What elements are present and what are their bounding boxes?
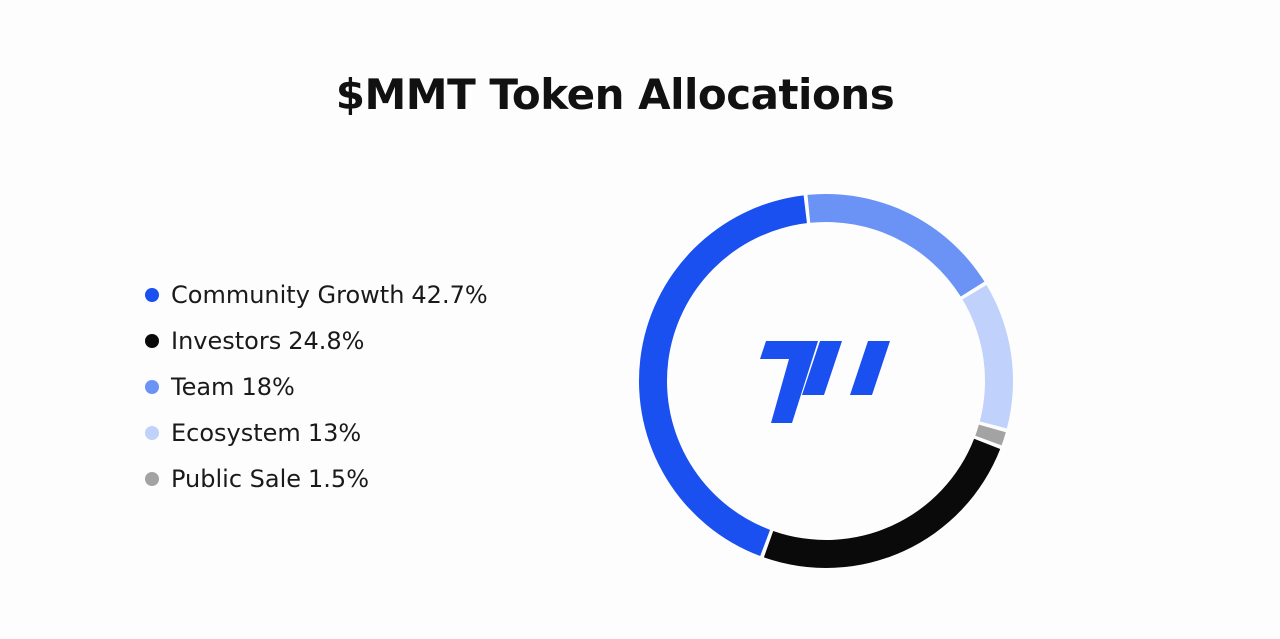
legend-item-ecosystem: Ecosystem 13% — [145, 410, 488, 456]
donut-slice-team — [807, 194, 985, 297]
legend: Community Growth 42.7% Investors 24.8% Tea… — [145, 272, 488, 502]
donut-slice-investors — [763, 438, 1001, 568]
legend-label-value: 24.8% — [288, 327, 365, 355]
legend-dot-icon — [145, 426, 159, 440]
legend-dot-icon — [145, 472, 159, 486]
legend-label-name: Investors — [171, 327, 282, 355]
legend-label-value: 42.7% — [411, 281, 488, 309]
legend-label: Investors 24.8% — [171, 327, 364, 355]
donut-slice-community-growth — [639, 195, 807, 557]
legend-label: Public Sale 1.5% — [171, 465, 369, 493]
legend-dot-icon — [145, 288, 159, 302]
legend-dot-icon — [145, 334, 159, 348]
logo-stroke-2 — [802, 341, 842, 395]
legend-label-name: Public Sale — [171, 465, 302, 493]
legend-label-value: 1.5% — [308, 465, 370, 493]
legend-label: Ecosystem 13% — [171, 419, 361, 447]
legend-item-community-growth: Community Growth 42.7% — [145, 272, 488, 318]
legend-dot-icon — [145, 380, 159, 394]
logo-stroke-3 — [850, 341, 890, 395]
mmt-logo-icon — [760, 341, 890, 423]
legend-label-value: 18% — [241, 373, 295, 401]
legend-label-name: Ecosystem — [171, 419, 301, 447]
donut-chart — [639, 194, 1013, 568]
legend-label: Community Growth 42.7% — [171, 281, 488, 309]
legend-label-name: Team — [171, 373, 235, 401]
donut-slices — [639, 194, 1013, 568]
logo-stroke-1 — [760, 341, 818, 423]
donut-slice-public-sale — [975, 424, 1006, 446]
donut-slice-ecosystem — [962, 285, 1013, 429]
legend-item-public-sale: Public Sale 1.5% — [145, 456, 488, 502]
chart-title: $MMT Token Allocations — [335, 70, 895, 119]
legend-label: Team 18% — [171, 373, 295, 401]
legend-label-value: 13% — [307, 419, 362, 447]
legend-item-investors: Investors 24.8% — [145, 318, 488, 364]
legend-item-team: Team 18% — [145, 364, 488, 410]
legend-label-name: Community Growth — [171, 281, 405, 309]
